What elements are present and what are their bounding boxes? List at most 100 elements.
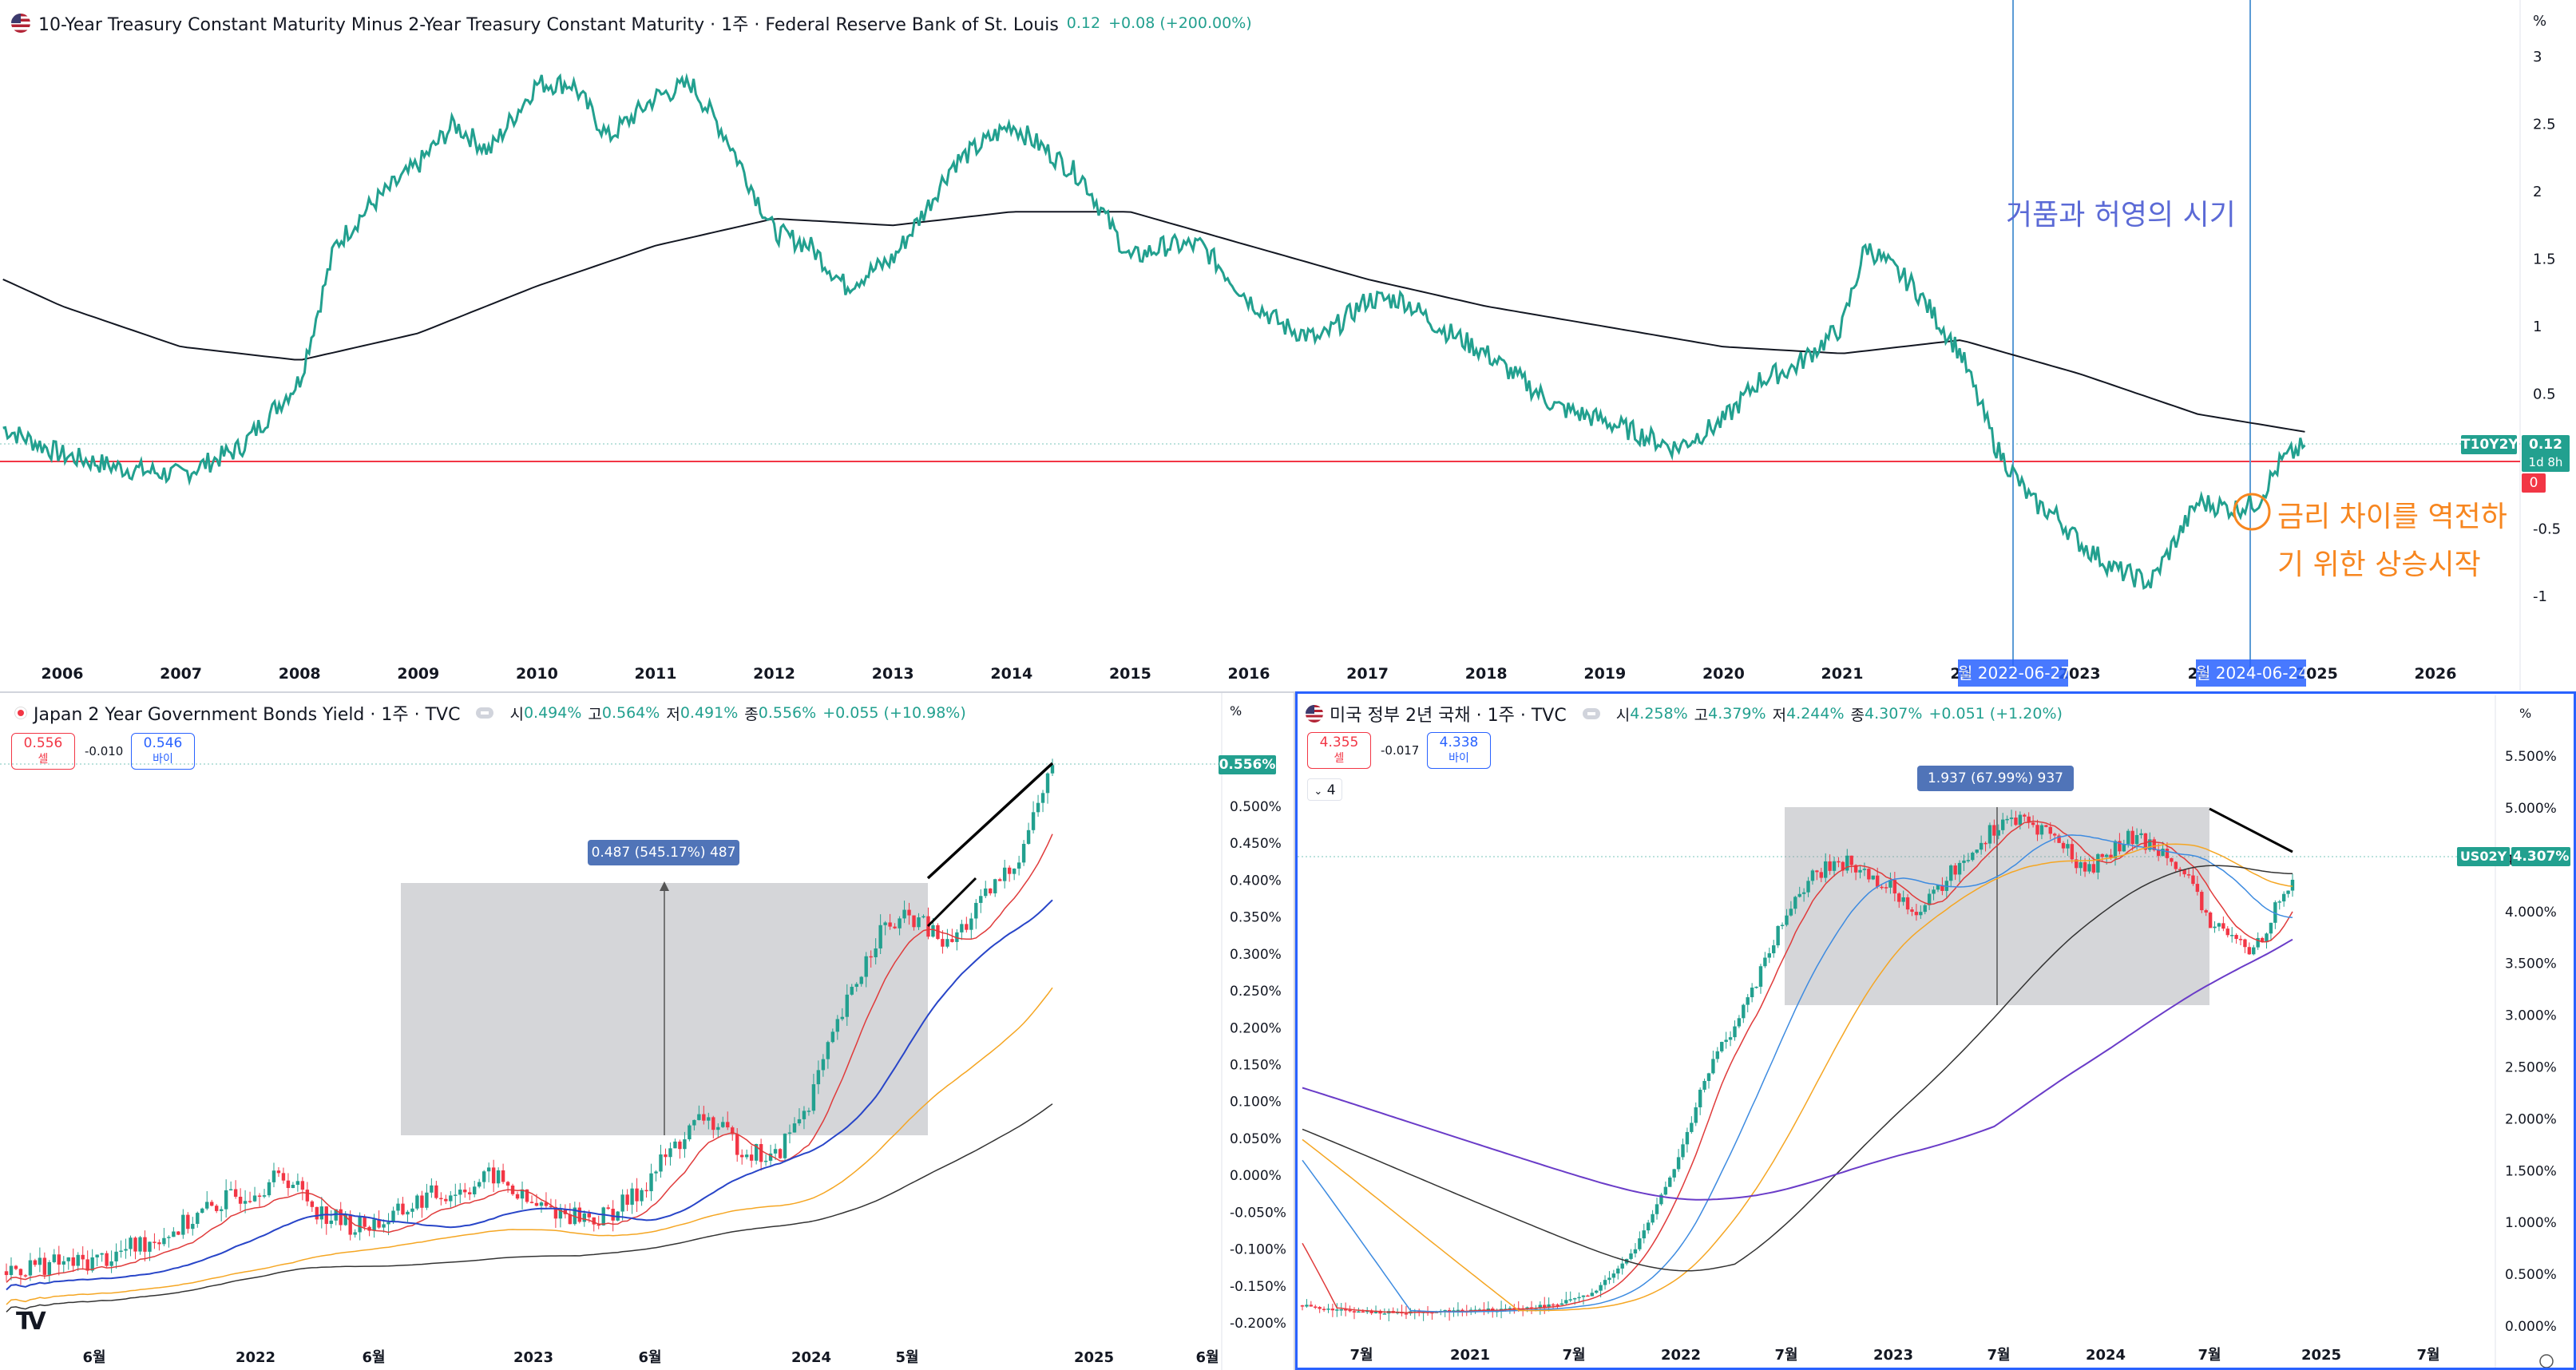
japan-candle-body: [57, 1254, 61, 1265]
tradingview-logo[interactable]: TV: [16, 1308, 56, 1336]
us-price-axis[interactable]: 5.500%5.000%4.500%4.000%3.500%3.000%2.50…: [2505, 749, 2557, 1335]
t10y2y-chart[interactable]: 32.521.510.5-0.5-1 2006 2007 2008 2009 2010 2…: [0, 0, 2576, 691]
us-trendline[interactable]: [2209, 807, 2293, 853]
indicator-toggle-button[interactable]: ⌄ 4: [1307, 778, 1342, 801]
us-candle-body: [2044, 825, 2048, 827]
top-time-axis[interactable]: 2006 2007 2008 2009 2010 2011 2012 2013 2014 2015…: [42, 665, 2457, 683]
pane-divider-horizontal[interactable]: [0, 691, 2576, 693]
japan-candle-body: [1036, 802, 1040, 813]
japan-candle-body: [305, 1190, 310, 1202]
us-visibility-icon[interactable]: [1582, 708, 1600, 719]
japan-candle-body: [90, 1257, 94, 1271]
japan-x-tick-label: 2022: [236, 1349, 275, 1366]
us-candle-body: [1962, 860, 1966, 863]
top-x-tick-label: 2025: [2296, 665, 2338, 683]
top-chart-title[interactable]: 10-Year Treasury Constant Maturity Minus…: [38, 15, 1059, 35]
us-candle-body: [2208, 912, 2213, 929]
t10y2y-price-value: 0.12: [2529, 437, 2562, 453]
us-candle-body: [2001, 819, 2005, 830]
us-buy-button[interactable]: 4.338 바이: [1427, 732, 1491, 769]
japan-candle-body: [129, 1237, 133, 1249]
us-x-tick-label: 7월: [1987, 1347, 2010, 1364]
japan-2y-pane[interactable]: 0.500% 0.450% 0.400% 0.350% 0.300% 0.250% 0.20…: [0, 693, 1294, 1370]
japan-candle-body: [553, 1206, 558, 1219]
japan-candle-body: [233, 1189, 238, 1197]
japan-price-tag: 0.556%: [1219, 755, 1276, 774]
us-time-axis[interactable]: 7월 2021 7월 2022 7월 2023 7월 2024 7월 2025 7월: [1349, 1347, 2439, 1364]
top-price-axis[interactable]: 3 2.5 2 1.5 1 0.5 -0.5 -1: [2533, 49, 2561, 605]
us-candle-body: [1715, 1051, 1720, 1059]
japan-candle-body: [683, 1139, 687, 1150]
japan-candle-body: [835, 1019, 840, 1032]
japan-price-axis[interactable]: 0.500% 0.450% 0.400% 0.350% 0.300% 0.250% 0.20…: [1230, 799, 1286, 1332]
us-candle-body: [1382, 1313, 1387, 1315]
japan-candle-body: [28, 1260, 33, 1276]
us-candle-body: [2174, 861, 2178, 869]
top-unit-label: %: [2533, 13, 2546, 30]
us-candle-body: [1702, 1080, 1706, 1090]
settings-gear-icon[interactable]: [2539, 1354, 2554, 1368]
us-candle-body: [2096, 853, 2100, 873]
us-candle-body: [1810, 870, 1815, 881]
japan-candle-body: [248, 1201, 252, 1202]
japan-y-tick-label: 0.500%: [1230, 799, 1282, 815]
us-candle-body: [1616, 1268, 1620, 1274]
japan-candle-body: [821, 1059, 826, 1071]
us-candle-body: [1300, 1305, 1305, 1307]
japan-visibility-icon[interactable]: [476, 707, 494, 719]
us-candle-body: [1801, 892, 1806, 894]
japan-trendline-lower[interactable]: [926, 877, 977, 928]
japan-x-tick-label: 6월: [1195, 1349, 1219, 1366]
japan-sell-button[interactable]: 0.556 셀: [11, 733, 75, 770]
annotation-rise-line1[interactable]: 금리 차이를 역전하: [2277, 501, 2507, 533]
japan-candle-body: [601, 1207, 605, 1225]
top-x-tick-label: 2015: [1109, 665, 1151, 683]
japan-y-tick-label: 0.050%: [1230, 1131, 1282, 1147]
japan-x-tick-label: 6월: [638, 1349, 661, 1366]
us-candle-body: [1763, 957, 1767, 967]
japan-candle-body: [295, 1181, 300, 1186]
us-chart-background: [1298, 695, 2574, 1368]
top-chart-pane[interactable]: 3 2.5 2 1.5 1 0.5 -0.5 -1 2006 2007 2008 2009 2010 2…: [0, 0, 2576, 691]
top-x-tick-label: 2023: [2059, 665, 2101, 683]
japan-candle-body: [1021, 843, 1026, 863]
japan-x-tick-label: 5월: [895, 1349, 918, 1366]
japan-chart-title[interactable]: Japan 2 Year Government Bonds Yield · 1주…: [34, 705, 461, 725]
japan-candle-body: [391, 1210, 395, 1222]
us-candle-body: [1581, 1295, 1586, 1297]
japan-2y-chart[interactable]: 0.500% 0.450% 0.400% 0.350% 0.300% 0.250% 0.20…: [0, 693, 1294, 1370]
annotation-rise-line2[interactable]: 기 위한 상승시작: [2277, 548, 2481, 581]
japan-candle-body: [726, 1122, 730, 1128]
japan-buy-button[interactable]: 0.546 바이: [131, 733, 195, 770]
us-sell-button[interactable]: 4.355 셀: [1307, 732, 1371, 769]
japan-candle-body: [969, 918, 973, 930]
us-chart-title[interactable]: 미국 정부 2년 국채 · 1주 · TVC: [1330, 706, 1567, 726]
us-2y-pane[interactable]: 5.500%5.000%4.500%4.000%3.500%3.000%2.50…: [1298, 695, 2574, 1368]
top-y-tick-label: -1: [2533, 588, 2547, 605]
japan-trendline-upper[interactable]: [926, 762, 1054, 880]
us-2y-chart[interactable]: 5.500%5.000%4.500%4.000%3.500%3.000%2.50…: [1298, 695, 2574, 1368]
japan-candle-body: [697, 1114, 701, 1120]
pane-divider-vertical[interactable]: [1294, 693, 1295, 1370]
us-candle-body: [2269, 922, 2273, 934]
japan-candle-body: [1045, 773, 1050, 794]
japan-candle-body: [955, 932, 959, 942]
us-candle-body: [1966, 860, 1971, 861]
annotation-circle[interactable]: [2233, 493, 2271, 531]
japan-chart-background: [0, 693, 1294, 1370]
us-candle-body: [1373, 1310, 1378, 1313]
us-candle-body: [1417, 1310, 1421, 1313]
us-candle-body: [1892, 880, 1897, 894]
japan-sell-price: 0.556: [23, 735, 63, 751]
japan-candle-body: [238, 1196, 243, 1204]
us-candle-body: [1884, 887, 1888, 889]
us-candle-body: [2100, 853, 2104, 857]
us-y-tick-label: 1.500%: [2505, 1163, 2557, 1179]
japan-time-axis[interactable]: 6월 2022 6월 2023 6월 2024 5월 2025 6월: [82, 1349, 1219, 1366]
us-candle-body: [1322, 1309, 1326, 1310]
annotation-bubble-period[interactable]: 거품과 허영의 시기: [2006, 199, 2236, 232]
us-flag-icon-small: [1306, 705, 1323, 723]
japan-low-label: 저: [666, 705, 680, 723]
japan-candle-body: [172, 1231, 176, 1237]
japan-candle-body: [568, 1214, 573, 1225]
